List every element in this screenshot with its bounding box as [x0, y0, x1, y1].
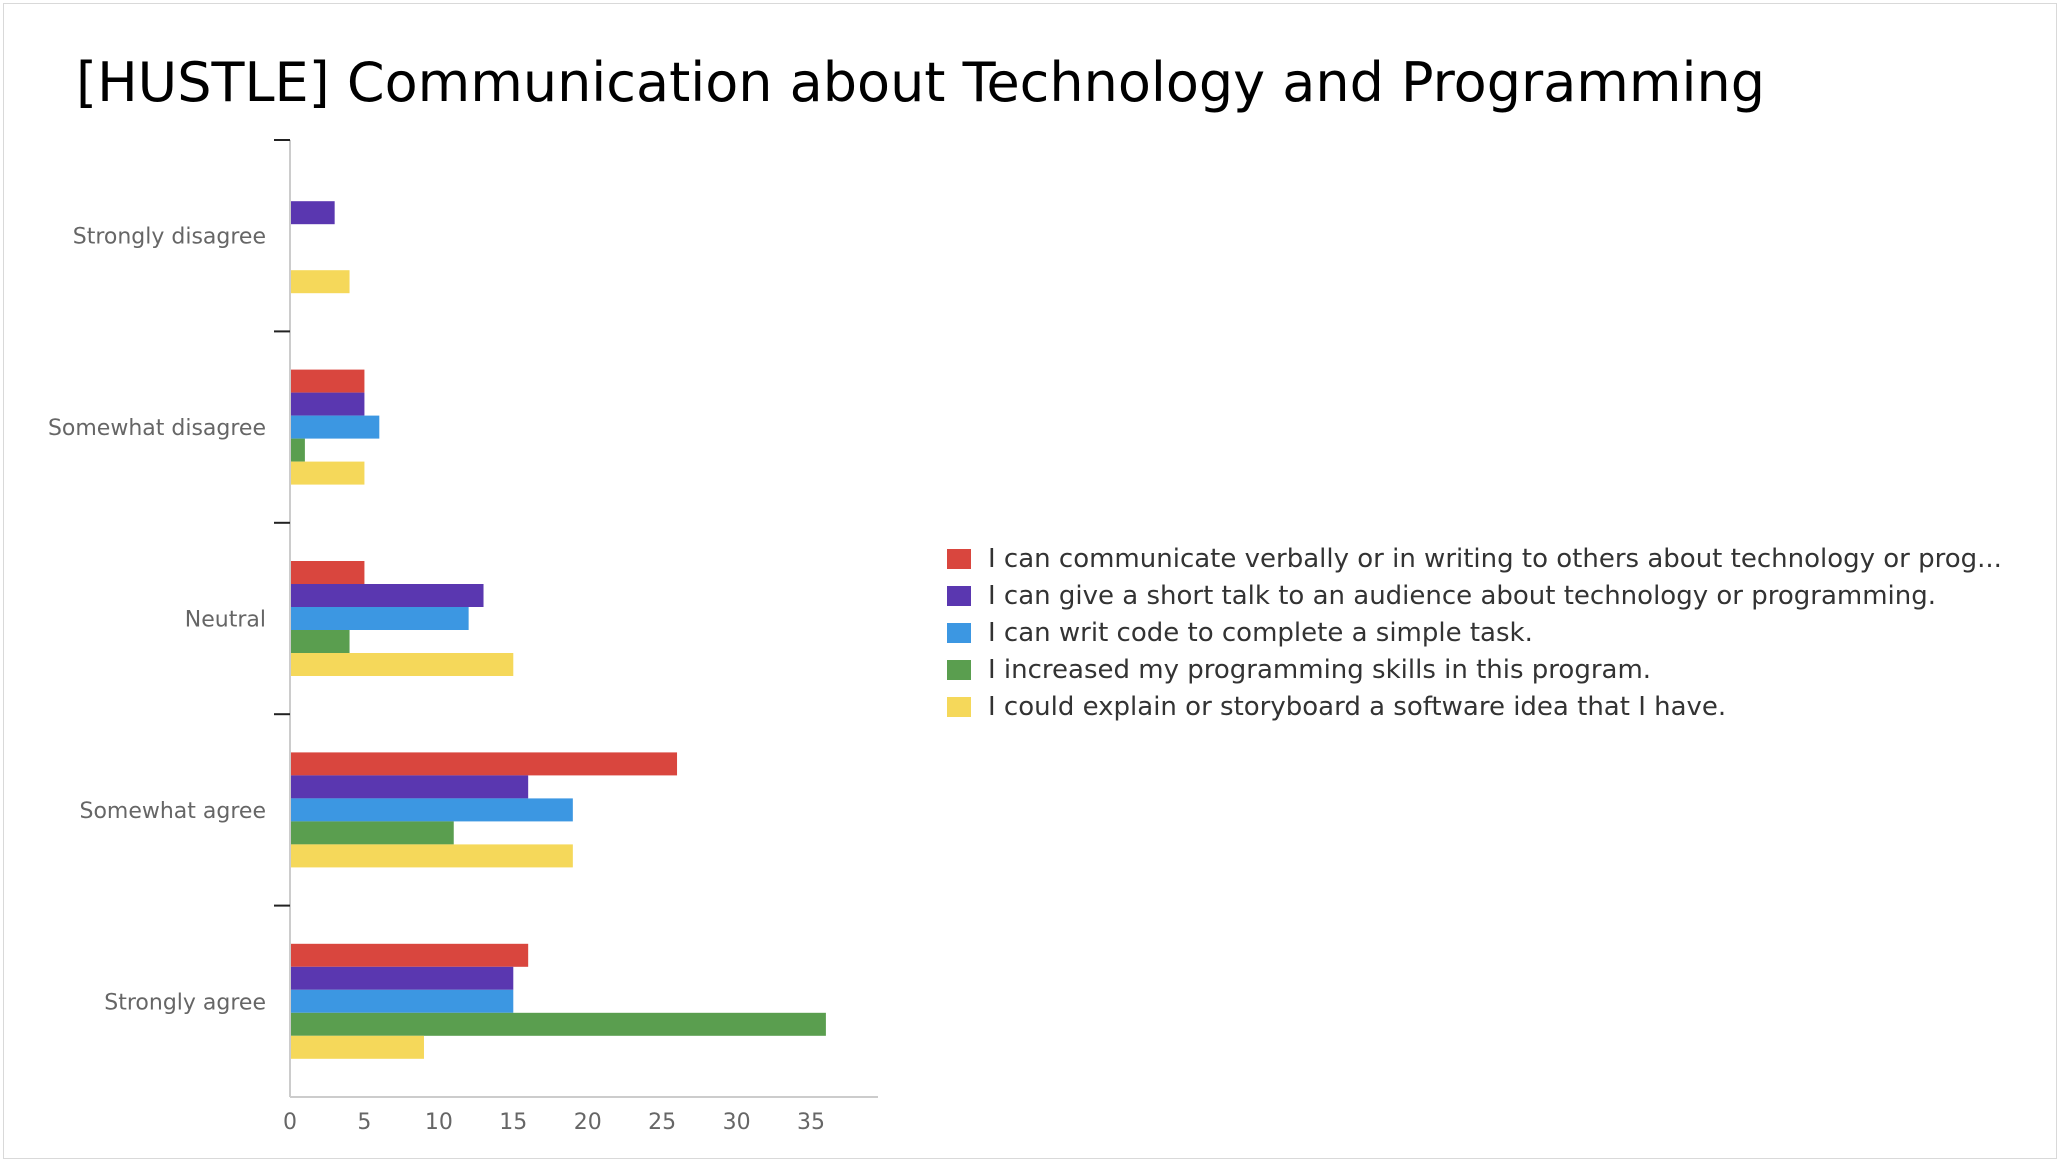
category-label: Somewhat disagree [48, 416, 266, 441]
legend-swatch [947, 585, 971, 606]
bar-2-2 [290, 607, 469, 630]
legend-swatch [947, 659, 971, 680]
slide-title: [HUSTLE] Communication about Technology … [76, 51, 1766, 114]
bar-3-2 [290, 798, 573, 822]
category-label: Strongly disagree [73, 225, 266, 250]
bar-2-4 [290, 653, 514, 676]
x-tick-label: 5 [357, 1110, 371, 1135]
legend-label: I can writ code to complete a simple tas… [988, 617, 1533, 648]
bar-3-3 [290, 821, 454, 845]
x-tick-label: 30 [723, 1110, 751, 1135]
bar-1-1 [290, 392, 365, 416]
legend-swatch [947, 622, 971, 643]
x-tick-label: 0 [283, 1110, 297, 1135]
x-tick-label: 10 [425, 1110, 453, 1135]
bar-2-0 [290, 561, 365, 584]
legend-swatch [947, 548, 971, 569]
legend-item: I can writ code to complete a simple tas… [947, 614, 2047, 651]
legend-item: I could explain or storyboard a software… [947, 688, 2047, 725]
x-tick-label: 35 [797, 1110, 825, 1135]
bar-4-0 [290, 943, 529, 967]
legend-label: I can give a short talk to an audience a… [988, 580, 1936, 611]
bar-1-2 [290, 415, 380, 439]
legend-label: I can communicate verbally or in writing… [988, 543, 2002, 574]
category-label: Neutral [185, 608, 266, 633]
legend-label: I could explain or storyboard a software… [988, 691, 1727, 722]
bar-3-0 [290, 752, 678, 776]
bar-3-4 [290, 844, 573, 868]
bar-0-1 [290, 201, 335, 225]
bar-4-3 [290, 1012, 826, 1036]
x-tick-label: 20 [574, 1110, 602, 1135]
bar-1-0 [290, 369, 365, 393]
bar-2-1 [290, 584, 484, 607]
legend-swatch [947, 696, 971, 717]
x-tick-label: 25 [648, 1110, 676, 1135]
bar-1-4 [290, 461, 365, 485]
bar-0-4 [290, 270, 350, 294]
legend-item: I can give a short talk to an audience a… [947, 577, 2047, 614]
bar-4-4 [290, 1035, 424, 1059]
category-label: Strongly agree [104, 990, 266, 1015]
legend-item: I increased my programming skills in thi… [947, 651, 2047, 688]
x-tick-label: 15 [499, 1110, 527, 1135]
bar-3-1 [290, 775, 529, 799]
bar-4-2 [290, 989, 514, 1013]
bar-1-3 [290, 438, 305, 462]
legend-label: I increased my programming skills in thi… [988, 654, 1652, 685]
bar-4-1 [290, 966, 514, 990]
chart-legend: I can communicate verbally or in writing… [947, 540, 2047, 725]
category-label: Somewhat agree [79, 799, 266, 824]
bar-2-3 [290, 630, 350, 653]
legend-item: I can communicate verbally or in writing… [947, 540, 2047, 577]
